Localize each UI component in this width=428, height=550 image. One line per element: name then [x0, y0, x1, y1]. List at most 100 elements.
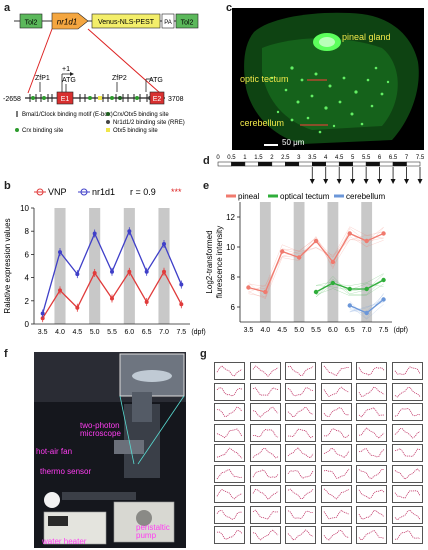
y-tick-label: 12 [226, 213, 235, 222]
mini-trace-plot [249, 526, 281, 544]
data-point [75, 305, 80, 310]
data-point [330, 280, 336, 286]
x-tick-label: 3.5 [244, 327, 254, 334]
data-point [179, 282, 184, 287]
data-point [296, 255, 302, 260]
label-cerebellum: cerebellum [240, 118, 285, 128]
label-water-heater: water heater [42, 537, 87, 546]
schedule-tick-label: 3.5 [308, 155, 317, 161]
y-tick-label: 10 [226, 243, 235, 252]
x-tick-label: 5.5 [311, 327, 321, 334]
mini-trace-plot [391, 464, 423, 483]
mini-trace-plot [320, 526, 352, 544]
exon-e1-label: E1 [61, 96, 70, 103]
tol2-right-label: Tol2 [181, 20, 194, 27]
schedule-dark-bar [338, 161, 353, 167]
sampling-arrowhead [417, 179, 423, 184]
schedule-light-bar [379, 161, 394, 167]
data-point [92, 231, 97, 236]
y-tick-label: 8 [25, 227, 30, 236]
brain-fluorescence [244, 12, 419, 146]
dark-period-band [293, 202, 305, 322]
mini-trace-plot [320, 505, 352, 524]
zfp2-label: ZfP2 [112, 75, 127, 82]
data-point [330, 259, 336, 265]
dark-period-band [361, 202, 373, 322]
individual-trace [315, 283, 384, 296]
mini-trace-plot [356, 526, 387, 544]
x-tick-label: 5.5 [107, 329, 117, 336]
mini-trace-plot [214, 485, 245, 503]
mini-trace-plot [214, 505, 245, 524]
mini-trace-plot [285, 485, 316, 503]
sampling-arrowhead [404, 179, 410, 184]
schedule-light-bar [352, 161, 367, 167]
legend-rre: Nr1d1/2 binding site (RRE) [113, 120, 185, 126]
x-tick-label: 6.5 [345, 327, 355, 334]
individual-trace [248, 226, 384, 298]
exon-e1 [56, 91, 74, 105]
dark-period-band [54, 208, 66, 324]
individual-trace [315, 273, 384, 296]
pa-box [161, 13, 175, 29]
x-tick-label: 3.5 [38, 329, 48, 336]
sampling-arrowhead [363, 179, 369, 184]
mini-trace-plot [320, 403, 352, 421]
microscopy-image: pineal gland optic tectum cerebellum 50 … [232, 8, 424, 150]
data-point [144, 269, 149, 274]
data-point [280, 249, 285, 254]
schedule-tick-label: 6.5 [389, 155, 398, 161]
individual-trace [248, 227, 384, 299]
y-tick-label: 8 [231, 273, 236, 282]
mini-trace-plot [320, 382, 352, 401]
y-tick-label: 6 [25, 250, 30, 259]
panel-letter-c: c [226, 2, 233, 14]
schedule-tick-label: 7 [405, 155, 409, 161]
data-point [179, 302, 184, 307]
data-point [313, 238, 319, 244]
mini-trace-plot [285, 362, 316, 380]
schedule-tick-label: 7.5 [416, 155, 425, 161]
schedule-light-bar [244, 161, 259, 167]
dark-period-band [89, 208, 101, 324]
x-tick-label: 7.5 [176, 329, 186, 336]
y-tick-label: 2 [25, 297, 30, 306]
y-axis-label-1: Log2-transformed [205, 230, 214, 293]
mini-trace-plot [214, 403, 245, 421]
position-start: -2658 [3, 96, 21, 103]
legend-otx5: Otx5 binding site [113, 128, 158, 134]
data-point [127, 269, 132, 274]
mini-trace-plot [214, 526, 245, 544]
x-tick-label: 7.5 [379, 327, 389, 334]
dark-period-band [259, 202, 271, 322]
data-point [364, 310, 369, 316]
mini-trace-plot [285, 526, 316, 544]
mini-trace-plot [285, 382, 316, 401]
schedule-light-bar [217, 161, 232, 167]
mini-trace-plot [249, 505, 281, 524]
data-point [381, 297, 386, 302]
mini-trace-plot [320, 485, 352, 503]
mini-trace-plot [391, 423, 423, 442]
data-point [127, 229, 132, 234]
mini-trace-plot [356, 423, 387, 442]
mini-trace-plot [356, 362, 387, 380]
light-dark-schedule: 0 0.5 1 1.5 2 2.5 3 3.5 4 4.5 5 5.5 6 6.5 7 7.5 [216, 155, 425, 184]
y-tick-label: 4 [25, 274, 30, 283]
mini-trace-plot [249, 362, 281, 380]
chart-b-expression: 0 2 4 6 8 10 3.5 4.0 4.5 5.0 5.5 6.0 6.5 7.0 7.5 (dpf) V… [3, 187, 206, 336]
position-end: 3708 [168, 96, 184, 103]
exon-e2-label: E2 [153, 96, 162, 103]
schedule-light-bar [406, 161, 421, 167]
schedule-dark-bar [285, 161, 300, 167]
mini-trace-plot [214, 362, 245, 380]
schedule-light-bar [271, 161, 286, 167]
panel-letter-g: g [200, 348, 207, 360]
x-tick-label: 5.0 [294, 327, 304, 334]
legend-crx: Crx binding site [22, 128, 64, 134]
mini-trace-plot [320, 362, 352, 380]
sampling-arrowhead [390, 179, 396, 184]
x-unit-label: (dpf) [394, 327, 408, 334]
mini-trace-plot [391, 403, 423, 421]
legend-crx-otx5: Crx/Otx5 binding site [113, 112, 169, 118]
